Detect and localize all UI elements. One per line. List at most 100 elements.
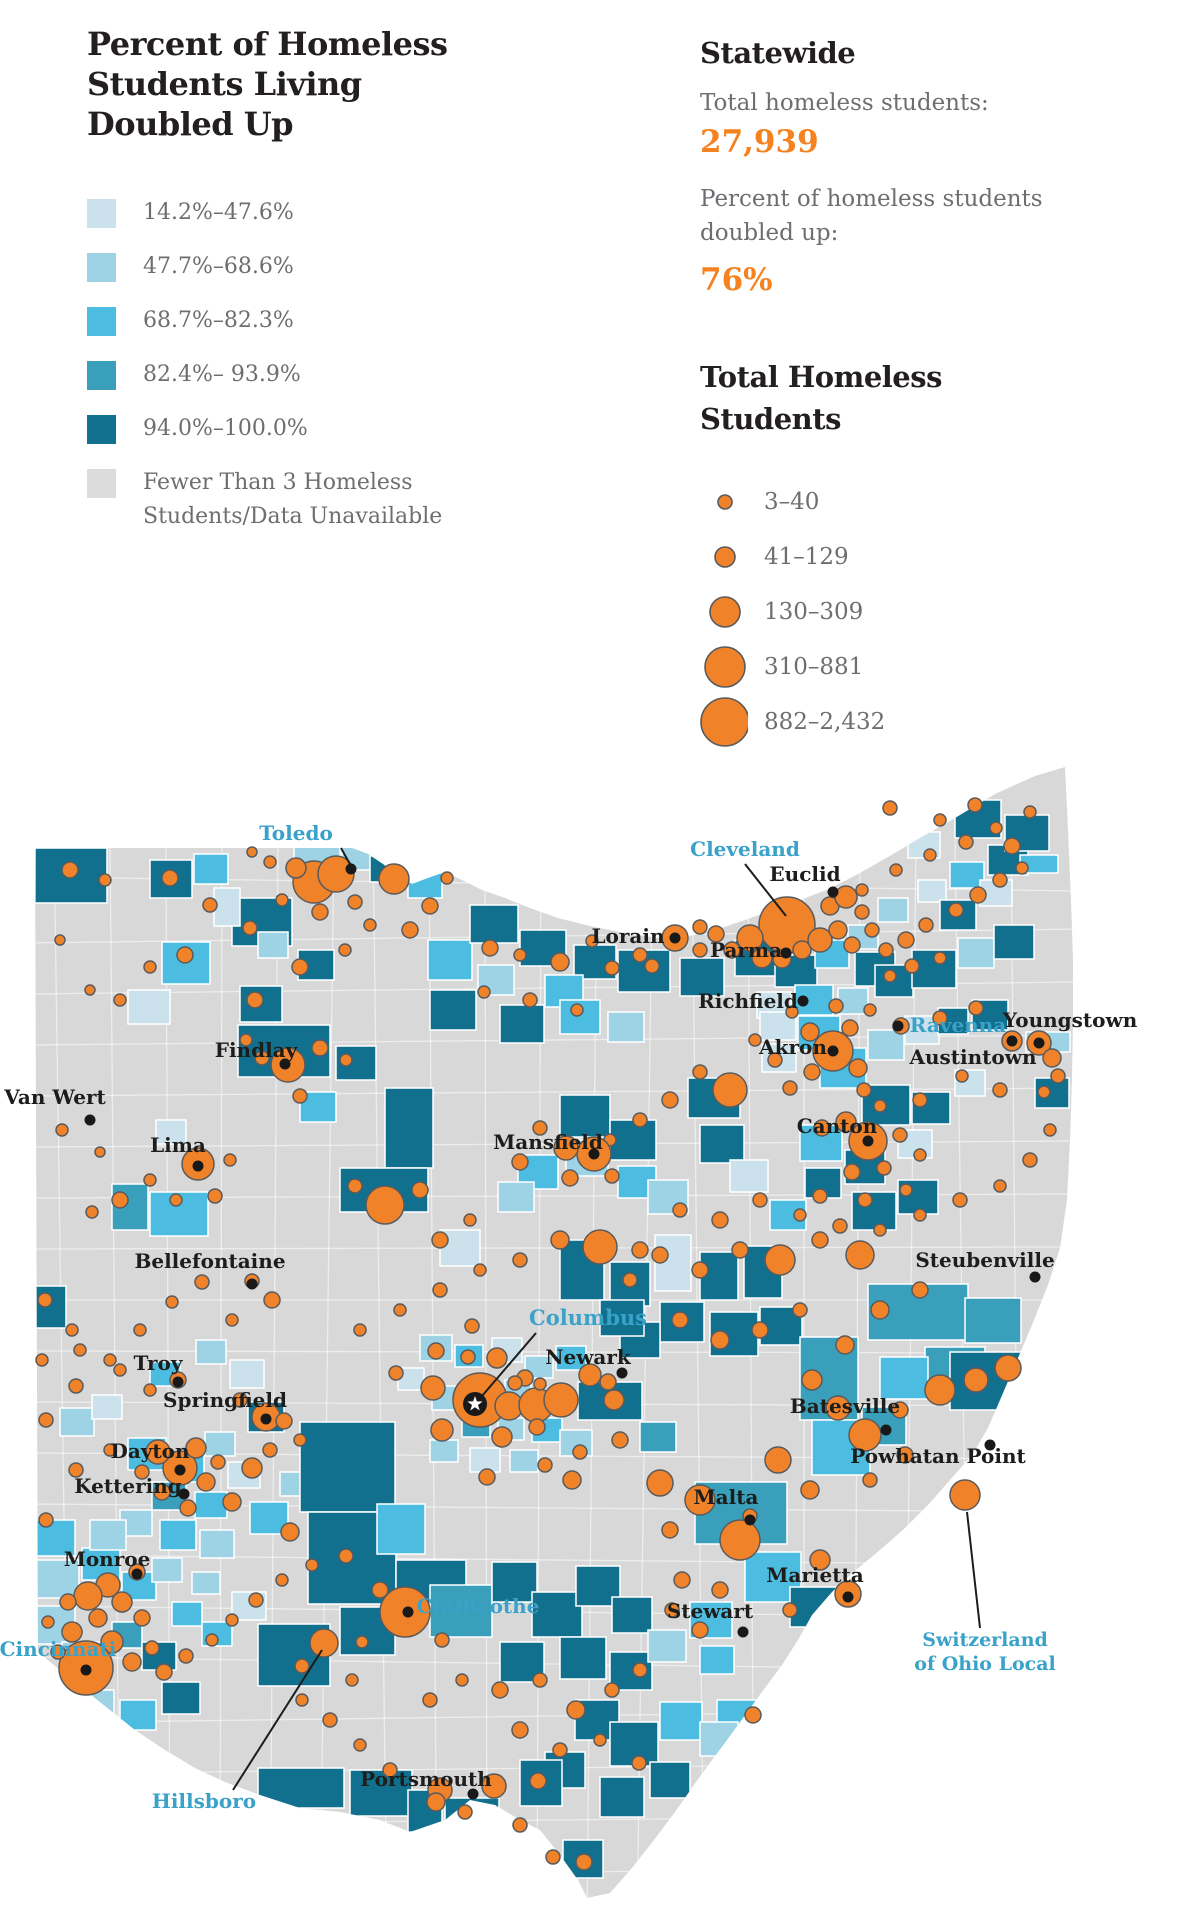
student-count-circle — [604, 1168, 620, 1184]
student-count-circle — [196, 1472, 216, 1492]
city-label-kettering: Kettering — [74, 1474, 182, 1498]
student-count-circle — [834, 885, 858, 909]
student-count-circle — [691, 1261, 709, 1279]
student-count-circle — [711, 1581, 729, 1599]
student-count-circle — [803, 1063, 821, 1081]
student-count-circle — [338, 943, 352, 957]
size-label: 882–2,432 — [764, 708, 886, 735]
student-count-circle — [793, 1208, 807, 1222]
student-count-circle — [553, 1135, 579, 1161]
student-count-circle — [55, 1123, 69, 1137]
district — [407, 869, 443, 899]
district — [257, 1767, 345, 1809]
district — [199, 1529, 235, 1559]
student-count-circle — [828, 998, 844, 1014]
city-dot — [131, 1568, 143, 1580]
city-dot — [345, 863, 357, 875]
district — [649, 1761, 691, 1799]
student-count-circle — [463, 1213, 477, 1227]
size-label: 130–309 — [764, 598, 864, 625]
student-count-circle — [169, 1193, 183, 1207]
student-count-circle — [371, 1581, 389, 1599]
student-count-circle — [904, 958, 920, 974]
student-count-circle — [35, 1353, 49, 1367]
student-count-circle — [870, 1300, 890, 1320]
student-count-circle — [205, 1633, 219, 1647]
class-swatch — [87, 199, 116, 228]
student-count-circle — [513, 948, 527, 962]
student-count-circle — [924, 1374, 956, 1406]
class-swatch — [87, 415, 116, 444]
city-label-newark: Newark — [545, 1345, 632, 1369]
class-label: 68.7%–82.3% — [143, 308, 294, 333]
student-count-circle — [202, 897, 218, 913]
class-swatch — [87, 307, 116, 336]
student-count-circle — [223, 1153, 237, 1167]
student-count-circle — [994, 1354, 1022, 1382]
student-count-circle — [807, 927, 833, 953]
student-count-circle — [143, 1173, 157, 1187]
student-count-circle — [522, 992, 538, 1008]
student-count-circle — [672, 1202, 688, 1218]
district — [964, 1297, 1022, 1344]
city-label-euclid: Euclid — [769, 862, 840, 886]
student-count-circle — [133, 1323, 147, 1337]
city-label-canton: Canton — [797, 1114, 878, 1138]
leader-line — [340, 847, 352, 867]
student-count-circle — [955, 1069, 969, 1083]
district — [127, 989, 171, 1025]
city-label-troy: Troy — [134, 1351, 184, 1375]
city-dot — [80, 1664, 92, 1676]
student-count-circle — [65, 1323, 79, 1337]
student-count-circle — [582, 1229, 618, 1265]
district — [204, 1431, 236, 1457]
district — [993, 924, 1035, 960]
student-count-circle — [710, 1330, 730, 1350]
student-count-circle — [422, 1692, 438, 1708]
student-count-circle — [664, 1602, 680, 1618]
student-count-circle — [248, 1592, 264, 1608]
student-count-circle — [59, 1593, 77, 1611]
student-count-circle — [295, 1693, 309, 1707]
student-count-circle — [473, 1263, 487, 1277]
student-count-circle — [61, 1621, 83, 1643]
student-count-circle — [707, 925, 725, 943]
student-count-circle — [632, 1112, 648, 1128]
student-count-circle — [179, 1499, 197, 1517]
student-count-circle — [883, 969, 897, 983]
leader-line — [232, 1649, 323, 1791]
student-count-circle — [575, 1853, 593, 1871]
city-label-bellefontaine: Bellefontaine — [134, 1249, 285, 1273]
city-label-toledo: Toledo — [259, 821, 333, 845]
city-label-cleveland: Cleveland — [690, 837, 800, 861]
student-count-circle — [825, 1395, 851, 1421]
district — [429, 989, 477, 1031]
student-count-circle — [292, 1088, 308, 1104]
district — [957, 937, 995, 969]
size-label: 3–40 — [764, 488, 820, 515]
district — [297, 949, 335, 981]
student-count-circle — [478, 1468, 496, 1486]
city-dot — [827, 1045, 839, 1057]
choropleth-legend: 14.2%–47.6% 47.7%–68.6% 68.7%–82.3% 82.4%– … — [87, 194, 547, 534]
student-count-circle — [291, 958, 309, 976]
student-count-circle — [533, 1377, 547, 1391]
city-label-cincinnati: Cincinnati — [0, 1637, 117, 1661]
student-count-circle — [800, 1480, 820, 1500]
student-count-circle — [562, 1470, 582, 1490]
student-count-circle — [254, 1050, 270, 1066]
student-count-circle — [176, 946, 194, 964]
city-dot — [588, 1148, 600, 1160]
district — [384, 1087, 434, 1169]
student-count-circle — [460, 1349, 476, 1365]
student-count-circle — [841, 1019, 859, 1037]
size-circle-icon — [709, 595, 741, 628]
student-count-circle — [963, 1367, 989, 1393]
class-label: Fewer Than 3 Homeless Students/Data Unava… — [143, 470, 443, 529]
city-dot — [192, 1160, 204, 1172]
student-count-circle — [430, 1418, 454, 1442]
city-dot — [880, 1424, 892, 1436]
size-legend-row: 130–309 — [700, 584, 885, 639]
student-count-circle — [122, 1652, 142, 1672]
student-count-circle — [532, 1672, 548, 1688]
